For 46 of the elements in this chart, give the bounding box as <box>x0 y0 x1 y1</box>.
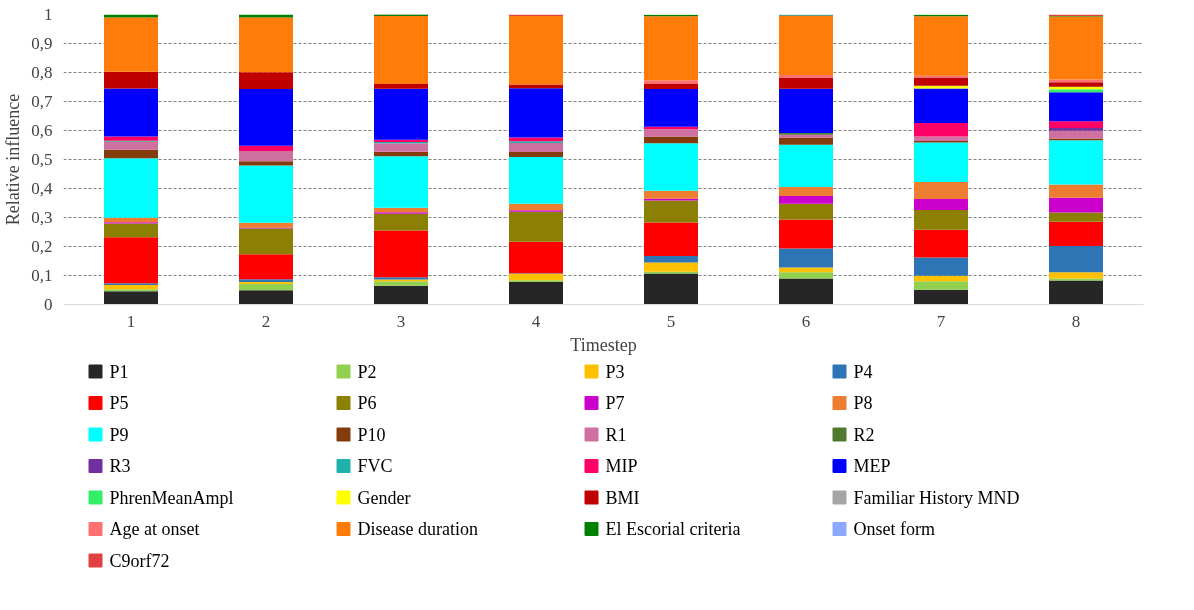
legend-label: P10 <box>357 424 386 445</box>
y-tick-label: 0,1 <box>31 266 53 285</box>
y-tick-label: 0,8 <box>31 63 53 82</box>
y-axis-title: Relative influence <box>3 93 24 226</box>
legend-label: Gender <box>357 487 411 508</box>
y-tick-label: 0,2 <box>31 237 53 256</box>
legend-label: P4 <box>853 361 873 382</box>
y-tick-label: 0,3 <box>31 208 53 227</box>
legend-label: El Escorial criteria <box>605 519 741 539</box>
y-tick-label: 0 <box>44 295 53 314</box>
legend-label: R3 <box>109 456 131 476</box>
x-tick-label: 3 <box>396 311 406 331</box>
legend-label: R1 <box>605 424 627 445</box>
legend-label: PhrenMeanAmpl <box>109 487 234 508</box>
legend-label: P9 <box>109 424 129 445</box>
x-axis-title: Timestep <box>570 334 637 355</box>
x-tick-label: 4 <box>531 311 541 331</box>
y-tick-label: 0,7 <box>31 92 53 111</box>
legend-label: Onset form <box>853 519 935 539</box>
x-tick-label: 8 <box>1071 311 1081 331</box>
legend-label: P8 <box>853 393 873 413</box>
legend-label: Age at onset <box>109 519 200 539</box>
legend-label: P1 <box>109 361 129 382</box>
legend-label: R2 <box>853 424 875 445</box>
y-tick-label: 0,9 <box>31 34 53 53</box>
y-tick-label: 1 <box>44 5 53 24</box>
y-tick-label: 0,5 <box>31 150 53 169</box>
legend-label: P3 <box>605 361 625 382</box>
legend-label: C9orf72 <box>109 550 170 571</box>
legend-label: P6 <box>357 393 377 413</box>
y-tick-label: 0,6 <box>31 121 53 140</box>
legend-label: MIP <box>605 456 638 476</box>
x-tick-label: 6 <box>801 311 811 331</box>
x-tick-label: 2 <box>261 311 271 331</box>
legend-label: FVC <box>357 456 393 476</box>
x-tick-label: 1 <box>126 311 136 331</box>
y-tick-label: 0,4 <box>31 179 53 198</box>
legend-label: P7 <box>605 393 625 413</box>
x-tick-label: 7 <box>936 311 946 331</box>
legend-label: Disease duration <box>357 519 478 539</box>
legend-label: P2 <box>357 361 377 382</box>
x-tick-label: 5 <box>666 311 676 331</box>
legend-label: P5 <box>109 393 129 413</box>
legend-label: BMI <box>605 487 640 508</box>
legend-label: Familiar History MND <box>853 487 1020 508</box>
legend-label: MEP <box>853 456 891 476</box>
